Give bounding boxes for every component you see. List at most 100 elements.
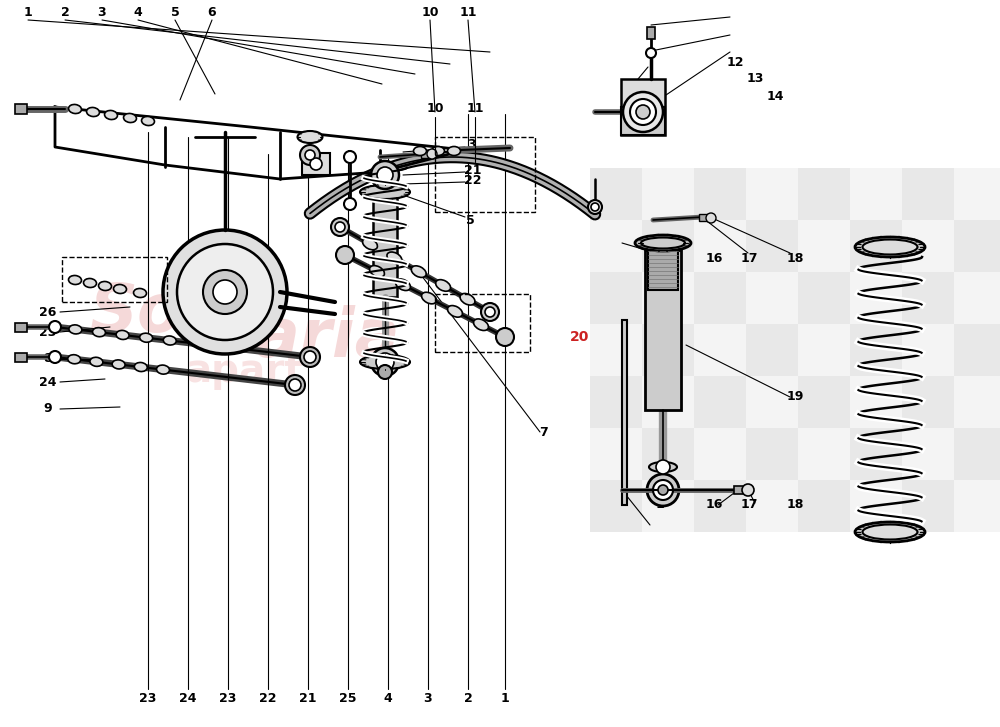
Circle shape xyxy=(289,379,301,391)
Bar xyxy=(435,294,530,352)
Ellipse shape xyxy=(142,116,154,126)
Text: 11: 11 xyxy=(466,103,484,116)
Ellipse shape xyxy=(448,147,460,156)
Circle shape xyxy=(304,351,316,363)
Circle shape xyxy=(344,151,356,163)
Bar xyxy=(15,104,27,114)
Text: 14: 14 xyxy=(766,90,784,103)
Text: 18: 18 xyxy=(786,252,804,265)
Text: 8: 8 xyxy=(44,353,52,366)
Text: 23: 23 xyxy=(139,693,157,705)
Circle shape xyxy=(305,150,315,160)
Bar xyxy=(798,168,850,220)
Text: Sold: Sold xyxy=(90,280,254,346)
Circle shape xyxy=(300,145,320,165)
Ellipse shape xyxy=(855,522,925,542)
Bar xyxy=(642,324,694,376)
Bar xyxy=(590,272,642,324)
Ellipse shape xyxy=(411,266,426,278)
Bar xyxy=(954,376,1000,428)
Ellipse shape xyxy=(387,252,402,264)
Text: 23: 23 xyxy=(39,326,57,339)
Bar xyxy=(642,428,694,480)
Bar xyxy=(642,376,694,428)
Text: 7: 7 xyxy=(539,425,547,438)
Bar xyxy=(645,250,681,410)
Text: 4: 4 xyxy=(384,693,392,705)
Bar xyxy=(902,220,954,272)
Text: 23: 23 xyxy=(219,693,237,705)
Circle shape xyxy=(647,474,679,506)
Bar xyxy=(850,376,902,428)
Circle shape xyxy=(331,218,349,236)
Bar xyxy=(302,153,330,175)
Text: 24: 24 xyxy=(179,693,197,705)
Text: 17: 17 xyxy=(740,252,758,265)
Bar xyxy=(694,428,746,480)
Bar xyxy=(798,272,850,324)
Bar xyxy=(954,324,1000,376)
Bar xyxy=(15,323,27,332)
Circle shape xyxy=(588,200,602,214)
Circle shape xyxy=(310,158,322,170)
Bar xyxy=(850,428,902,480)
Text: 25: 25 xyxy=(339,693,357,705)
Bar xyxy=(850,220,902,272)
Text: 21: 21 xyxy=(299,693,317,705)
Circle shape xyxy=(377,167,393,183)
Circle shape xyxy=(371,348,399,376)
Circle shape xyxy=(376,353,394,371)
Ellipse shape xyxy=(414,147,426,156)
Circle shape xyxy=(658,485,668,495)
Bar xyxy=(435,137,535,212)
Circle shape xyxy=(623,92,663,132)
Bar xyxy=(648,250,678,290)
Circle shape xyxy=(203,270,247,314)
Text: 5: 5 xyxy=(466,214,474,227)
Bar xyxy=(694,220,746,272)
Circle shape xyxy=(427,149,437,159)
Bar xyxy=(642,168,694,220)
Text: 6: 6 xyxy=(208,6,216,18)
Bar xyxy=(902,272,954,324)
Ellipse shape xyxy=(360,185,410,199)
Text: 21: 21 xyxy=(464,164,482,177)
Bar xyxy=(746,220,798,272)
Circle shape xyxy=(378,365,392,379)
Ellipse shape xyxy=(69,325,82,334)
Bar xyxy=(798,480,850,532)
Text: 13: 13 xyxy=(746,73,764,86)
Bar xyxy=(590,168,642,220)
Ellipse shape xyxy=(69,276,81,284)
Text: 22: 22 xyxy=(464,174,482,187)
Bar xyxy=(590,324,642,376)
Text: 4: 4 xyxy=(134,6,142,18)
Text: 1: 1 xyxy=(501,693,509,705)
Circle shape xyxy=(336,246,354,264)
Ellipse shape xyxy=(69,105,81,113)
Bar xyxy=(694,324,746,376)
Bar xyxy=(902,324,954,376)
Bar xyxy=(954,220,1000,272)
Bar xyxy=(694,272,746,324)
Ellipse shape xyxy=(298,131,322,143)
Bar xyxy=(590,480,642,532)
Bar xyxy=(850,168,902,220)
Text: 16: 16 xyxy=(705,499,723,512)
Ellipse shape xyxy=(134,289,146,297)
Text: 20: 20 xyxy=(570,330,590,344)
Text: 10: 10 xyxy=(421,6,439,18)
Ellipse shape xyxy=(140,333,153,342)
Bar xyxy=(694,168,746,220)
Bar xyxy=(746,428,798,480)
Ellipse shape xyxy=(116,330,129,340)
Bar xyxy=(902,480,954,532)
Ellipse shape xyxy=(422,292,436,304)
Ellipse shape xyxy=(84,278,96,287)
Circle shape xyxy=(163,230,287,354)
Bar xyxy=(694,376,746,428)
Circle shape xyxy=(636,105,650,119)
Bar xyxy=(798,220,850,272)
Text: 2: 2 xyxy=(464,693,472,705)
Bar xyxy=(590,376,642,428)
